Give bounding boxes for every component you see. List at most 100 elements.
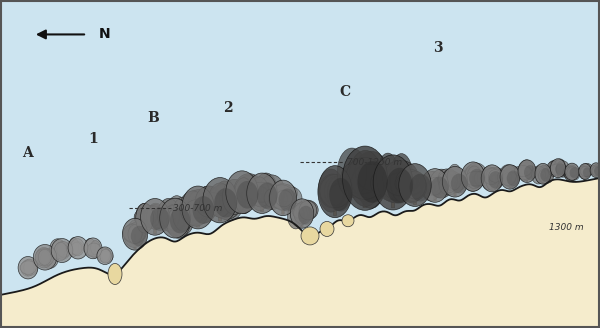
Ellipse shape	[166, 207, 190, 238]
Ellipse shape	[51, 238, 73, 262]
Ellipse shape	[85, 238, 95, 256]
Ellipse shape	[223, 179, 246, 215]
Ellipse shape	[87, 243, 101, 257]
Ellipse shape	[271, 185, 293, 209]
Ellipse shape	[592, 167, 599, 176]
Ellipse shape	[100, 249, 111, 263]
Ellipse shape	[37, 250, 50, 265]
Ellipse shape	[236, 178, 259, 208]
Ellipse shape	[287, 203, 304, 229]
Ellipse shape	[591, 166, 600, 174]
Ellipse shape	[66, 241, 80, 255]
Ellipse shape	[565, 163, 579, 180]
Ellipse shape	[183, 192, 211, 218]
Ellipse shape	[236, 181, 258, 209]
Ellipse shape	[136, 203, 154, 233]
Ellipse shape	[54, 242, 67, 260]
Ellipse shape	[91, 240, 100, 255]
Ellipse shape	[18, 256, 38, 279]
Ellipse shape	[275, 190, 293, 207]
Polygon shape	[491, 178, 493, 191]
Ellipse shape	[166, 203, 187, 232]
Ellipse shape	[424, 176, 445, 195]
Ellipse shape	[235, 181, 254, 214]
Ellipse shape	[400, 169, 421, 190]
Polygon shape	[0, 178, 600, 328]
Ellipse shape	[569, 167, 579, 178]
Ellipse shape	[520, 160, 533, 176]
Ellipse shape	[469, 169, 485, 188]
Ellipse shape	[68, 236, 88, 259]
Ellipse shape	[383, 163, 413, 202]
Ellipse shape	[524, 165, 537, 179]
Ellipse shape	[431, 176, 449, 198]
Ellipse shape	[122, 218, 148, 250]
Ellipse shape	[68, 238, 79, 256]
Ellipse shape	[439, 175, 458, 195]
Polygon shape	[282, 198, 284, 214]
Ellipse shape	[592, 166, 599, 174]
Ellipse shape	[395, 173, 424, 195]
Ellipse shape	[463, 167, 482, 188]
Ellipse shape	[506, 167, 518, 188]
Ellipse shape	[251, 183, 278, 207]
Ellipse shape	[247, 173, 277, 214]
Ellipse shape	[442, 169, 457, 193]
Ellipse shape	[462, 166, 483, 191]
Ellipse shape	[124, 227, 146, 242]
Ellipse shape	[467, 166, 482, 189]
Ellipse shape	[144, 206, 161, 225]
Ellipse shape	[41, 248, 58, 269]
Ellipse shape	[581, 163, 593, 176]
Ellipse shape	[20, 261, 36, 274]
Ellipse shape	[564, 168, 577, 180]
Ellipse shape	[583, 167, 592, 177]
Ellipse shape	[538, 166, 548, 181]
Polygon shape	[584, 172, 586, 179]
Ellipse shape	[166, 208, 193, 236]
Ellipse shape	[268, 190, 288, 207]
Ellipse shape	[319, 174, 346, 208]
Ellipse shape	[140, 198, 169, 235]
Ellipse shape	[524, 165, 536, 180]
Ellipse shape	[383, 160, 419, 196]
Ellipse shape	[346, 157, 385, 199]
Text: 3: 3	[433, 41, 443, 54]
Ellipse shape	[469, 165, 482, 188]
Ellipse shape	[431, 180, 449, 198]
Text: 2: 2	[223, 101, 233, 115]
Ellipse shape	[350, 159, 388, 203]
Ellipse shape	[188, 190, 209, 221]
Ellipse shape	[34, 244, 57, 270]
Polygon shape	[154, 217, 156, 234]
Ellipse shape	[593, 164, 600, 173]
Ellipse shape	[580, 166, 592, 176]
Ellipse shape	[481, 165, 503, 192]
Ellipse shape	[166, 196, 187, 230]
Ellipse shape	[195, 186, 223, 217]
Ellipse shape	[500, 165, 517, 186]
Ellipse shape	[294, 202, 311, 224]
Ellipse shape	[123, 224, 143, 242]
Ellipse shape	[521, 164, 532, 180]
Ellipse shape	[21, 260, 34, 276]
Ellipse shape	[247, 182, 275, 202]
Polygon shape	[509, 177, 511, 188]
Ellipse shape	[142, 206, 169, 229]
Ellipse shape	[451, 174, 467, 194]
Ellipse shape	[283, 187, 302, 211]
Ellipse shape	[487, 168, 503, 185]
Ellipse shape	[579, 167, 591, 178]
Ellipse shape	[97, 248, 110, 262]
Ellipse shape	[422, 175, 445, 194]
Ellipse shape	[506, 169, 518, 182]
Text: B: B	[147, 111, 159, 125]
Ellipse shape	[548, 165, 563, 175]
Ellipse shape	[299, 201, 317, 220]
Ellipse shape	[208, 184, 238, 218]
Ellipse shape	[158, 198, 180, 231]
Ellipse shape	[89, 241, 101, 258]
Text: C: C	[340, 85, 350, 99]
Ellipse shape	[548, 161, 558, 176]
Ellipse shape	[35, 248, 53, 268]
